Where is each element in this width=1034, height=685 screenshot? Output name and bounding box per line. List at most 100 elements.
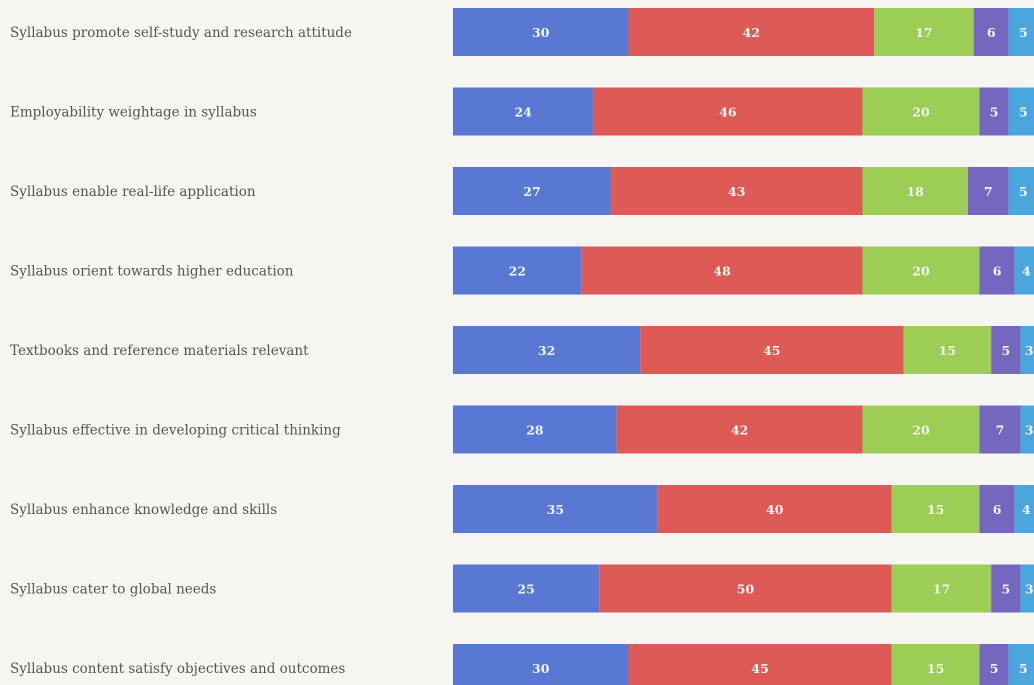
bar-segment (1020, 405, 1034, 454)
data-label: 42 (743, 25, 760, 40)
bar-segment (1008, 167, 1034, 215)
data-label: 42 (731, 423, 748, 438)
data-label: 45 (751, 661, 768, 676)
bar-segment (862, 405, 980, 454)
data-label: 15 (927, 661, 944, 676)
category-label: Textbooks and reference materials releva… (10, 343, 309, 359)
data-label: 43 (728, 184, 745, 199)
category-label: Syllabus content satisfy objectives and … (10, 661, 345, 677)
bar-segment (599, 564, 892, 613)
bar-segment (1008, 87, 1034, 136)
data-label: 3 (1025, 582, 1034, 597)
data-label: 7 (996, 423, 1005, 438)
data-label: 18 (906, 184, 924, 199)
data-label: 17 (915, 25, 932, 40)
bar-segment (1008, 8, 1034, 56)
category-label: Syllabus promote self-study and research… (10, 25, 352, 41)
bar-segment (581, 246, 863, 295)
data-label: 6 (993, 264, 1002, 279)
bar-segment (891, 564, 992, 613)
bar-segment (453, 644, 629, 685)
bar-segment (453, 405, 617, 454)
category-label: Syllabus enable real-life application (10, 184, 256, 200)
data-label: 7 (984, 184, 993, 199)
bar-segment (862, 167, 968, 215)
category-label: Syllabus cater to global needs (10, 582, 216, 598)
bar-segment (453, 326, 641, 374)
bar-segment (1020, 564, 1034, 613)
data-label: 17 (933, 582, 950, 597)
data-label: 4 (1022, 502, 1031, 517)
data-label: 45 (763, 343, 780, 358)
bar-segment (616, 405, 863, 454)
bar-segment (874, 8, 974, 56)
bar-segment (610, 167, 863, 215)
bar-segment (891, 644, 980, 685)
data-label: 15 (939, 343, 956, 358)
bar-segment (979, 87, 1009, 136)
data-label: 30 (532, 661, 550, 676)
bar-segment (453, 485, 658, 533)
bar-segment (862, 246, 980, 295)
bar-segment (453, 564, 600, 613)
data-label: 46 (719, 105, 737, 120)
bar-segment (1020, 326, 1034, 374)
bar-segment (973, 8, 1009, 56)
data-label: 5 (990, 661, 999, 676)
data-label: 5 (1019, 25, 1028, 40)
bar-segment (903, 326, 992, 374)
bar-segment (453, 246, 582, 295)
data-label: 20 (912, 105, 930, 120)
bar-segment (628, 8, 875, 56)
bar-segment (979, 405, 1021, 454)
data-label: 30 (532, 25, 550, 40)
data-label: 35 (547, 502, 564, 517)
bar-segment (657, 485, 892, 533)
bar-segment (967, 167, 1009, 215)
category-label: Syllabus effective in developing critica… (10, 423, 341, 439)
bar-segment (1008, 644, 1034, 685)
data-label: 5 (1001, 343, 1010, 358)
bar-segment (593, 87, 863, 136)
bar-segment (640, 326, 904, 374)
bar-segment (979, 246, 1015, 295)
category-label: Syllabus enhance knowledge and skills (10, 502, 277, 518)
bar-segment (1014, 246, 1034, 295)
data-label: 6 (987, 25, 996, 40)
data-label: 50 (737, 582, 755, 597)
data-label: 27 (523, 184, 540, 199)
bar-segment (453, 87, 594, 136)
data-label: 40 (766, 502, 784, 517)
data-label: 6 (993, 502, 1002, 517)
bar-segment (991, 564, 1021, 613)
data-label: 3 (1025, 343, 1034, 358)
bar-segment (979, 644, 1009, 685)
data-label: 5 (1001, 582, 1010, 597)
category-label: Employability weightage in syllabus (10, 105, 257, 121)
data-label: 5 (1019, 661, 1028, 676)
bar-segment (862, 87, 980, 136)
data-label: 22 (509, 264, 526, 279)
data-label: 32 (538, 343, 555, 358)
data-label: 24 (514, 105, 532, 120)
category-label: Syllabus orient towards higher education (10, 264, 294, 280)
bar-segment (891, 485, 980, 533)
bar-segment (1014, 485, 1034, 533)
data-label: 3 (1025, 423, 1034, 438)
data-label: 5 (1019, 184, 1028, 199)
bar-segment (991, 326, 1021, 374)
data-label: 5 (990, 105, 999, 120)
data-label: 20 (912, 264, 930, 279)
bar-segment (979, 485, 1015, 533)
data-label: 4 (1022, 264, 1031, 279)
data-label: 5 (1019, 105, 1028, 120)
data-label: 20 (912, 423, 930, 438)
bar-segment (453, 8, 629, 56)
data-label: 15 (927, 502, 944, 517)
data-label: 25 (517, 582, 534, 597)
data-label: 48 (713, 264, 731, 279)
bar-segment (453, 167, 611, 215)
data-label: 28 (526, 423, 544, 438)
